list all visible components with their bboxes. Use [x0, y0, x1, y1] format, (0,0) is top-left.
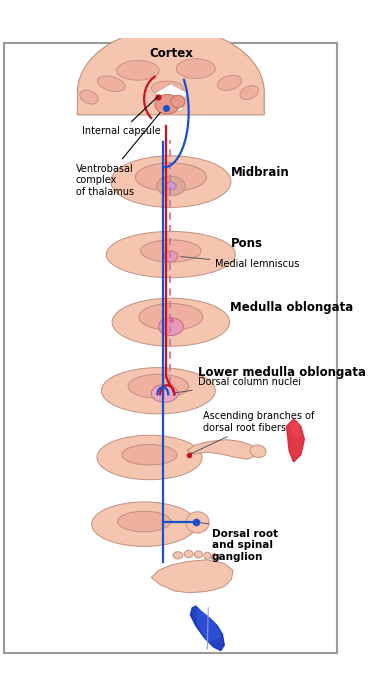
Text: Pons: Pons: [231, 237, 263, 251]
Ellipse shape: [250, 445, 266, 457]
Ellipse shape: [211, 553, 218, 561]
Ellipse shape: [194, 551, 202, 558]
Ellipse shape: [186, 512, 209, 533]
Ellipse shape: [173, 552, 183, 559]
Polygon shape: [197, 609, 221, 642]
Ellipse shape: [217, 75, 242, 90]
Ellipse shape: [80, 90, 98, 104]
Ellipse shape: [171, 95, 185, 108]
Text: Dorsal root
and spinal
ganglion: Dorsal root and spinal ganglion: [212, 529, 278, 562]
Ellipse shape: [141, 240, 201, 262]
Ellipse shape: [117, 61, 159, 80]
Ellipse shape: [135, 163, 207, 191]
Ellipse shape: [98, 76, 125, 91]
Polygon shape: [151, 560, 233, 593]
Ellipse shape: [92, 502, 197, 546]
Polygon shape: [290, 421, 301, 438]
Polygon shape: [286, 419, 305, 462]
Text: Cortex: Cortex: [149, 47, 193, 60]
Ellipse shape: [106, 232, 235, 278]
Ellipse shape: [166, 182, 176, 190]
Polygon shape: [187, 440, 258, 459]
Ellipse shape: [164, 251, 178, 262]
Text: Internal capsule: Internal capsule: [82, 96, 161, 136]
Polygon shape: [156, 84, 187, 113]
Text: Lower medulla oblongata: Lower medulla oblongata: [197, 366, 366, 379]
Text: Midbrain: Midbrain: [231, 166, 290, 179]
Ellipse shape: [97, 435, 202, 480]
Text: Medulla oblongata: Medulla oblongata: [230, 301, 353, 315]
Ellipse shape: [151, 384, 178, 402]
Polygon shape: [190, 606, 224, 651]
Ellipse shape: [184, 551, 193, 557]
Text: Ventrobasal
complex
of thalamus: Ventrobasal complex of thalamus: [76, 113, 160, 197]
Ellipse shape: [118, 512, 171, 532]
Ellipse shape: [122, 445, 177, 465]
Ellipse shape: [111, 156, 231, 207]
Ellipse shape: [139, 303, 203, 330]
Ellipse shape: [112, 298, 230, 346]
Ellipse shape: [158, 318, 183, 335]
Ellipse shape: [157, 176, 185, 196]
Polygon shape: [78, 28, 264, 115]
Ellipse shape: [151, 81, 183, 95]
Ellipse shape: [128, 374, 189, 398]
Ellipse shape: [155, 95, 180, 114]
Ellipse shape: [240, 86, 258, 100]
Text: Ascending branches of
dorsal root fibers: Ascending branches of dorsal root fibers: [191, 411, 314, 454]
Ellipse shape: [101, 367, 215, 414]
Text: Dorsal column nuclei: Dorsal column nuclei: [174, 377, 301, 393]
Ellipse shape: [204, 552, 211, 560]
Ellipse shape: [176, 58, 215, 79]
Text: Medial lemniscus: Medial lemniscus: [181, 257, 300, 269]
